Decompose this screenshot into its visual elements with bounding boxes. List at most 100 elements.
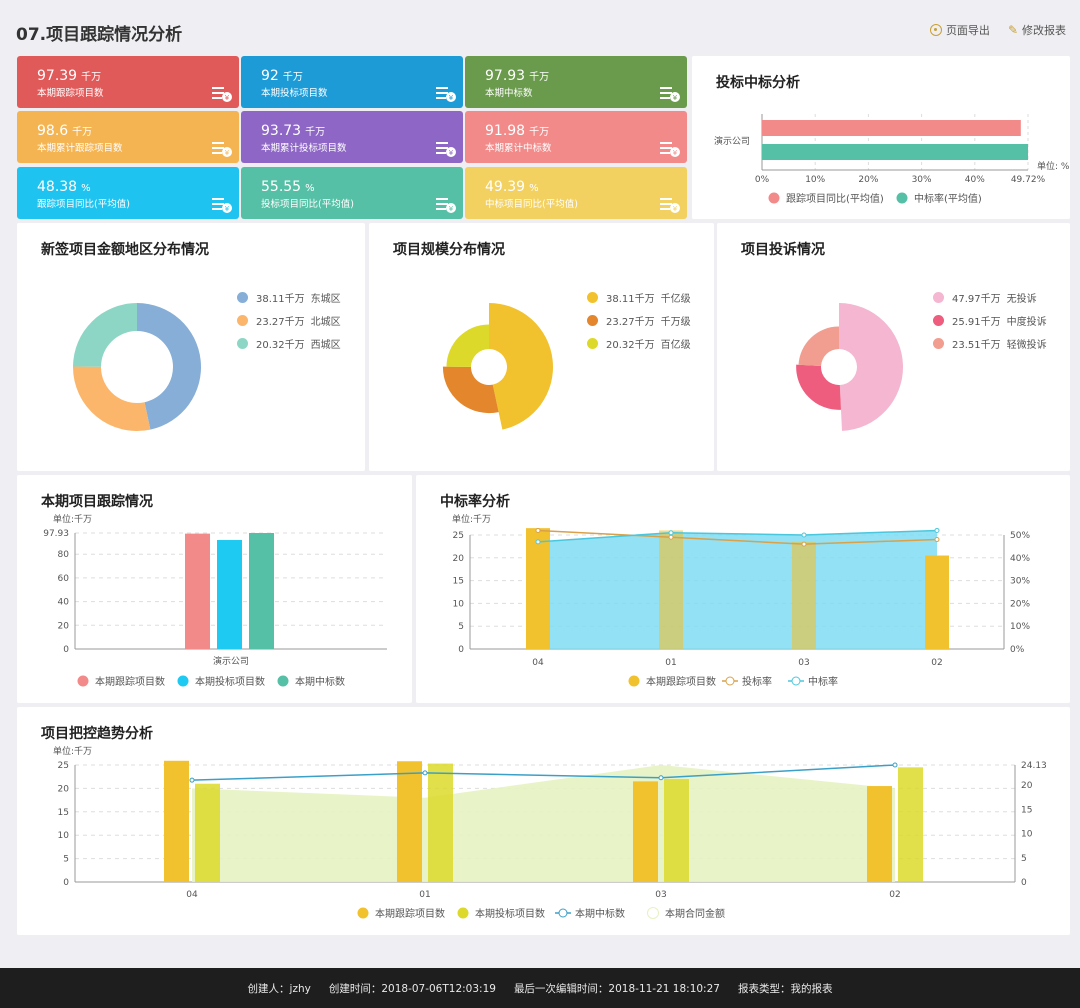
tick-label: 15 <box>58 808 69 818</box>
legend-item[interactable]: 23.51千万 轻微投诉 <box>933 336 1047 351</box>
kpi-label: 本期累计投标项目数 <box>261 143 347 154</box>
page-title: 07.项目跟踪情况分析 <box>16 25 183 45</box>
series-line <box>191 764 896 781</box>
legend-label: 本期中标数 <box>575 907 625 920</box>
legend-dot <box>587 292 598 303</box>
pie-slice <box>839 303 904 431</box>
kpi-label: 本期投标项目数 <box>261 88 328 99</box>
tick-label: 15 <box>1021 805 1032 815</box>
edit-report-button[interactable]: ✎ 修改报表 <box>1007 23 1066 37</box>
legend-dot <box>587 338 598 349</box>
category-label: 01 <box>665 658 676 668</box>
legend-label: 中标率 <box>808 675 838 688</box>
legend-dot <box>628 675 640 687</box>
tick-label: 5 <box>458 622 464 632</box>
legend-value: 38.11千万 <box>256 294 305 305</box>
tick-label: 20 <box>58 621 70 631</box>
legend-item[interactable]: 20.32千万 西城区 <box>237 336 341 351</box>
kpi-card: 91.98 千万 本期累计中标数 ¥ <box>465 111 687 163</box>
trend-chart: 单位:千万 0 0 5 5 10 10 15 15 20 20 25 24.13 04 01 03 02 本期跟踪… <box>53 745 1047 920</box>
region-donut-chart <box>73 303 201 431</box>
legend-value: 23.51千万 <box>952 340 1001 351</box>
kpi-value: 49.39% <box>485 179 539 195</box>
tick-label: 20 <box>1021 781 1033 791</box>
line-point <box>934 537 940 543</box>
tick-label: 20 <box>453 554 465 564</box>
svg-text:¥: ¥ <box>225 149 230 157</box>
legend-label: 本期跟踪项目数 <box>95 675 165 688</box>
region-dist-panel: 新签项目金额地区分布情况 38.11千万 东城区 23.27千万 北城区 20.32千万… <box>17 223 365 471</box>
kpi-card: 49.39% 中标项目同比(平均值) ¥ <box>465 167 687 219</box>
legend-dot <box>177 675 189 687</box>
tick-label: 20% <box>1010 599 1030 609</box>
legend-dot <box>933 338 944 349</box>
legend-item[interactable]: 47.97千万 无投诉 <box>933 290 1047 305</box>
legend-label: 本期跟踪项目数 <box>375 907 445 920</box>
legend-name: 北城区 <box>310 317 341 328</box>
win-rate-panel: 中标率分析 单位:千万 0 0% 5 10% 10 20% 15 30% 20 40% 25 50% 04… <box>416 475 1070 703</box>
export-page-button[interactable]: 页面导出 <box>929 22 990 38</box>
kpi-label: 本期累计中标数 <box>485 143 552 154</box>
report-icon: ¥ <box>436 198 456 213</box>
category-label: 演示公司 <box>714 135 750 147</box>
legend-label: 本期合同金额 <box>665 907 725 920</box>
legend-value: 23.27千万 <box>606 317 655 328</box>
legend-item[interactable]: 23.27千万 北城区 <box>237 313 341 328</box>
legend-value: 47.97千万 <box>952 294 1001 305</box>
series-line <box>537 529 938 543</box>
footer-creator: 创建人：jzhy <box>247 982 311 995</box>
legend-dot <box>647 907 659 919</box>
kpi-card: 93.73 千万 本期累计投标项目数 ¥ <box>241 111 463 163</box>
unit-label: 单位: % <box>1037 160 1070 172</box>
legend-dot <box>587 315 598 326</box>
tick-label: 80 <box>58 550 70 560</box>
legend-item[interactable]: 38.11千万 东城区 <box>237 290 341 305</box>
kpi-label: 本期中标数 <box>485 88 533 99</box>
legend-dot <box>896 192 908 204</box>
legend-dot <box>237 292 248 303</box>
tick-label: 49.72% <box>1011 175 1046 185</box>
page-header: 07.项目跟踪情况分析 页面导出 ✎ 修改报表 <box>0 0 1080 56</box>
svg-text:¥: ¥ <box>225 94 230 102</box>
legend-name: 百亿级 <box>660 340 691 351</box>
report-icon: ¥ <box>212 87 232 102</box>
pie-slice <box>489 303 553 430</box>
legend-dot <box>933 292 944 303</box>
tick-label: 15 <box>453 577 464 587</box>
report-icon: ¥ <box>212 198 232 213</box>
footer-report-type: 报表类型：我的报表 <box>737 982 833 995</box>
tick-label: 50% <box>1010 531 1030 541</box>
tick-label: 0 <box>63 878 69 888</box>
category-label: 04 <box>186 890 198 900</box>
report-icon: ¥ <box>660 198 680 213</box>
legend-item[interactable]: 23.27千万 千万级 <box>587 313 691 328</box>
legend-value: 20.32千万 <box>606 340 655 351</box>
bar <box>898 767 923 882</box>
bar <box>428 763 453 882</box>
pie-slice <box>446 324 489 367</box>
kpi-value: 97.93 千万 <box>485 68 550 84</box>
legend-label: 投标率 <box>742 675 772 688</box>
kpi-card: 97.39 千万 本期跟踪项目数 ¥ <box>17 56 239 108</box>
legend-dot <box>558 908 568 918</box>
report-icon: ¥ <box>660 142 680 157</box>
report-icon: ¥ <box>436 87 456 102</box>
line-area <box>538 530 937 649</box>
tick-label: 10% <box>805 175 825 185</box>
kpi-card: 97.93 千万 本期中标数 ¥ <box>465 56 687 108</box>
legend-item[interactable]: 25.91千万 中度投诉 <box>933 313 1047 328</box>
legend-item[interactable]: 20.32千万 百亿级 <box>587 336 691 351</box>
tick-label: 30% <box>912 175 932 185</box>
tick-label: 97.93 <box>43 529 69 539</box>
kpi-value: 98.6 千万 <box>37 123 93 139</box>
category-label: 02 <box>889 890 900 900</box>
tick-label: 10 <box>1021 830 1033 840</box>
legend-item[interactable]: 38.11千万 千亿级 <box>587 290 691 305</box>
complaints-legend: 47.97千万 无投诉 25.91千万 中度投诉 23.51千万 轻微投诉 <box>933 290 1047 359</box>
bar <box>867 786 892 882</box>
kpi-label: 跟踪项目同比(平均值) <box>37 199 130 210</box>
pie-slice <box>796 364 842 410</box>
tick-label: 60 <box>58 574 70 584</box>
pie-slice <box>73 366 151 431</box>
